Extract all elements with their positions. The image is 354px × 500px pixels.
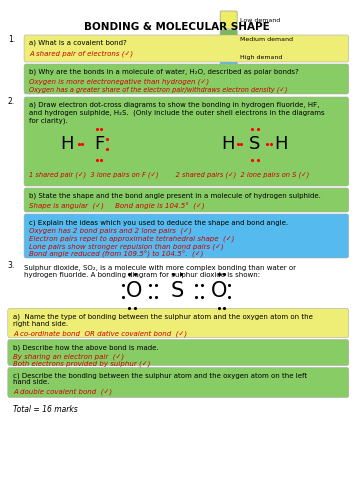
Text: Oxygen has a greater share of the electron pair/withdraws electron density (✓): Oxygen has a greater share of the electr…	[29, 86, 288, 92]
Text: A co-ordinate bond  OR dative covalent bond  (✓): A co-ordinate bond OR dative covalent bo…	[13, 330, 187, 337]
Text: and hydrogen sulphide, H₂S.  (Only include the outer shell electrons in the diag: and hydrogen sulphide, H₂S. (Only includ…	[29, 110, 325, 116]
Text: c) Explain the ideas which you used to deduce the shape and bond angle.: c) Explain the ideas which you used to d…	[29, 219, 289, 226]
Text: S: S	[170, 281, 184, 301]
Text: hydrogen fluoride. A bonding diagram for sulphur dioxide is shown:: hydrogen fluoride. A bonding diagram for…	[24, 272, 260, 278]
Text: High demand: High demand	[240, 56, 282, 60]
Text: Oxygen has 2 bond pairs and 2 lone pairs  (✓): Oxygen has 2 bond pairs and 2 lone pairs…	[29, 227, 192, 234]
FancyBboxPatch shape	[24, 214, 349, 258]
Text: a)  Name the type of bonding between the sulphur atom and the oxygen atom on the: a) Name the type of bonding between the …	[13, 314, 313, 320]
FancyBboxPatch shape	[220, 30, 237, 48]
Text: b) Why are the bonds in a molecule of water, H₂O, described as polar bonds?: b) Why are the bonds in a molecule of wa…	[29, 69, 299, 75]
Text: O: O	[211, 281, 228, 301]
Text: H: H	[61, 136, 74, 154]
Text: 1 shared pair (✓)  3 lone pairs on F (✓)        2 shared pairs (✓)  2 lone pairs: 1 shared pair (✓) 3 lone pairs on F (✓) …	[29, 171, 310, 177]
FancyBboxPatch shape	[8, 308, 349, 338]
Text: hand side.: hand side.	[13, 380, 50, 386]
Text: 2.: 2.	[8, 97, 15, 106]
FancyBboxPatch shape	[24, 64, 349, 94]
Text: Shape is angular  (✓)     Bond angle is 104.5°  (✓): Shape is angular (✓) Bond angle is 104.5…	[29, 203, 205, 210]
Text: right hand side.: right hand side.	[13, 322, 68, 328]
Text: Low demand: Low demand	[240, 18, 280, 22]
Text: H: H	[275, 136, 288, 154]
FancyBboxPatch shape	[8, 340, 349, 365]
Text: O: O	[126, 281, 143, 301]
Text: a) What is a covalent bond?: a) What is a covalent bond?	[29, 40, 127, 46]
Text: Both electrons provided by sulphur (✓): Both electrons provided by sulphur (✓)	[13, 360, 150, 367]
Text: c) Describe the bonding between the sulphur atom and the oxygen atom on the left: c) Describe the bonding between the sulp…	[13, 372, 307, 379]
Text: for clarity).: for clarity).	[29, 118, 68, 124]
Text: 3.: 3.	[8, 261, 15, 270]
FancyBboxPatch shape	[24, 188, 349, 212]
Text: a) Draw electron dot-cross diagrams to show the bonding in hydrogen fluoride, HF: a) Draw electron dot-cross diagrams to s…	[29, 102, 320, 108]
Text: Total = 16 marks: Total = 16 marks	[13, 406, 78, 414]
Text: b) State the shape and the bond angle present in a molecule of hydrogen sulphide: b) State the shape and the bond angle pr…	[29, 193, 321, 200]
FancyBboxPatch shape	[220, 49, 237, 67]
Text: BONDING & MOLECULAR SHAPE: BONDING & MOLECULAR SHAPE	[84, 22, 270, 32]
Text: Lone pairs show stronger repulsion than bond pairs (✓): Lone pairs show stronger repulsion than …	[29, 243, 224, 250]
FancyBboxPatch shape	[220, 11, 237, 29]
FancyBboxPatch shape	[24, 97, 349, 186]
Text: Medium demand: Medium demand	[240, 36, 293, 42]
Text: S: S	[249, 136, 261, 154]
Text: H: H	[222, 136, 235, 154]
FancyBboxPatch shape	[24, 35, 349, 62]
Text: A shared pair of electrons (✓): A shared pair of electrons (✓)	[29, 50, 133, 56]
Text: A double covalent bond  (✓): A double covalent bond (✓)	[13, 388, 112, 395]
Text: b) Describe how the above bond is made.: b) Describe how the above bond is made.	[13, 344, 159, 351]
Text: Electron pairs repel to approximate tetrahedral shape  (✓): Electron pairs repel to approximate tetr…	[29, 235, 235, 242]
Text: Bond angle reduced (from 109.5°) to 104.5°.  (✓): Bond angle reduced (from 109.5°) to 104.…	[29, 251, 204, 258]
FancyBboxPatch shape	[8, 368, 349, 398]
Text: Oxygen is more electronegative than hydrogen (✓): Oxygen is more electronegative than hydr…	[29, 78, 210, 84]
Text: F: F	[94, 136, 104, 154]
Text: 1.: 1.	[8, 35, 15, 44]
Text: By sharing an electron pair  (✓): By sharing an electron pair (✓)	[13, 354, 124, 360]
Text: Sulphur dioxide, SO₂, is a molecule with more complex bonding than water or: Sulphur dioxide, SO₂, is a molecule with…	[24, 265, 296, 271]
